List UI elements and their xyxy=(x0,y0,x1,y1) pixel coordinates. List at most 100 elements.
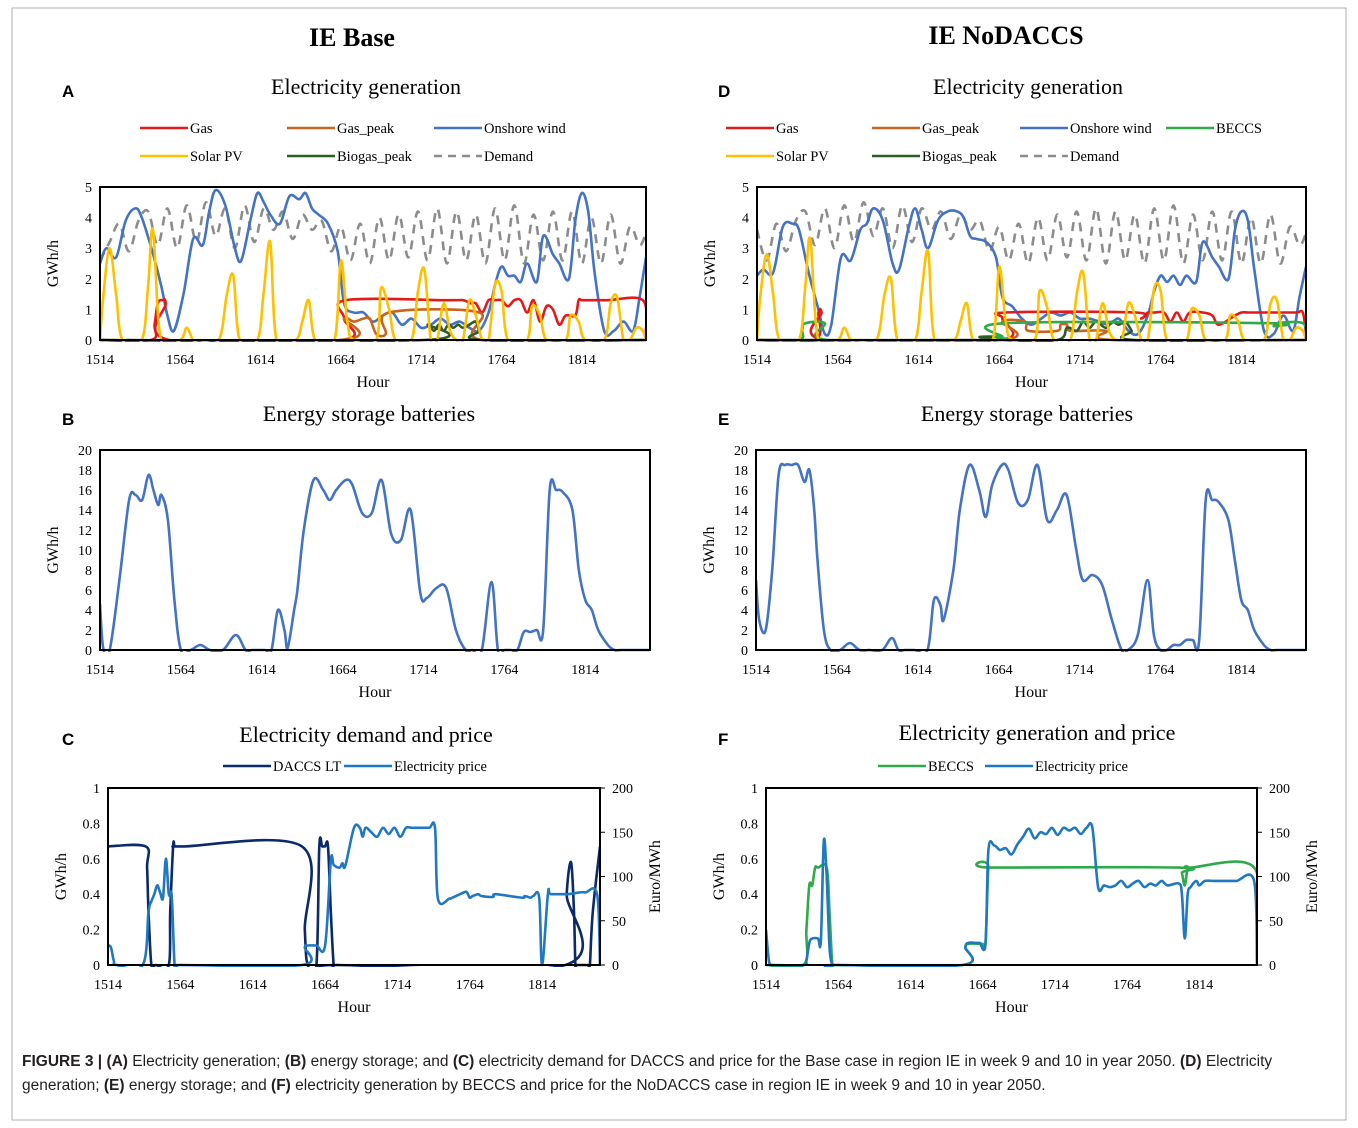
legend-label: Demand xyxy=(484,149,534,165)
left-column-title: IE Base xyxy=(309,23,395,52)
y-tick-label: 6 xyxy=(85,584,92,599)
series-biogas-line xyxy=(757,320,1306,342)
y2-axis-label: Euro/MWh xyxy=(1304,840,1321,913)
chart-title: Electricity generation xyxy=(933,74,1123,99)
plot-area-frame xyxy=(765,787,1258,966)
y-tick-label: 0.4 xyxy=(83,888,101,903)
x-tick-label: 1564 xyxy=(167,663,195,678)
y-tick-label: 16 xyxy=(734,484,748,499)
legend-label: Gas_peak xyxy=(922,121,980,137)
y2-tick-label: 200 xyxy=(1269,782,1290,797)
y-tick-label: 0 xyxy=(742,334,749,349)
x-axis-label: Hour xyxy=(1015,684,1049,701)
caption-part: energy storage; and xyxy=(124,1077,272,1094)
x-tick-label: 1514 xyxy=(86,663,114,678)
x-tick-label: 1514 xyxy=(743,353,771,368)
y-tick-label: 5 xyxy=(85,181,92,196)
x-tick-label: 1664 xyxy=(311,978,339,993)
x-tick-label: 1514 xyxy=(94,978,122,993)
panel-letter: A xyxy=(62,82,74,101)
y-tick-label: 3 xyxy=(85,242,92,257)
y-tick-label: 0 xyxy=(93,959,100,974)
y-tick-label: 4 xyxy=(85,212,92,227)
y-axis-label: GWh/h xyxy=(45,240,62,287)
x-tick-label: 1664 xyxy=(327,353,355,368)
series-wind-line xyxy=(756,462,1306,652)
y2-tick-label: 150 xyxy=(1269,826,1290,841)
chart-title: Energy storage batteries xyxy=(263,401,475,426)
y-tick-label: 2 xyxy=(85,624,92,639)
series-wind-line xyxy=(757,207,1306,339)
series-group xyxy=(757,200,1306,342)
x-axis-label: Hour xyxy=(1015,374,1049,391)
plot-area-frame xyxy=(99,449,651,651)
legend-label: Solar PV xyxy=(776,149,829,165)
caption-part: (F) xyxy=(271,1077,291,1094)
y-tick-label: 10 xyxy=(78,544,92,559)
y-tick-label: 1 xyxy=(93,782,100,797)
panel-letter: D xyxy=(718,82,730,101)
y2-tick-label: 100 xyxy=(1269,871,1290,886)
y2-tick-label: 100 xyxy=(612,871,633,886)
x-tick-label: 1564 xyxy=(166,978,194,993)
x-tick-label: 1714 xyxy=(407,353,435,368)
series-group xyxy=(100,188,646,342)
panel-letter: C xyxy=(62,730,74,749)
y-tick-label: 3 xyxy=(742,242,749,257)
x-tick-label: 1664 xyxy=(985,353,1013,368)
series-gas-line xyxy=(757,307,1306,342)
y-tick-label: 0.8 xyxy=(741,817,759,832)
x-axis-label: Hour xyxy=(357,374,391,391)
legend-label: BECCS xyxy=(928,759,974,775)
figure-frame xyxy=(11,7,1347,1121)
x-axis-label: Hour xyxy=(995,999,1029,1016)
legend-label: Onshore wind xyxy=(1070,121,1153,137)
x-tick-label: 1764 xyxy=(1147,353,1175,368)
y-tick-label: 1 xyxy=(742,303,749,318)
x-tick-label: 1764 xyxy=(487,353,515,368)
series-solar-line xyxy=(757,236,1306,342)
x-tick-label: 1614 xyxy=(904,663,932,678)
y-tick-label: 14 xyxy=(78,504,92,519)
chart-title: Electricity generation and price xyxy=(899,720,1176,745)
x-tick-label: 1714 xyxy=(383,978,411,993)
x-axis-label: Hour xyxy=(359,684,393,701)
y-tick-label: 4 xyxy=(742,212,749,227)
chart-panel-d: D Electricity generation 1514 1564 1614 1664 1… xyxy=(702,74,1307,391)
y-tick-label: 4 xyxy=(85,604,92,619)
y-tick-label: 12 xyxy=(734,524,748,539)
x-tick-label: 1564 xyxy=(824,353,852,368)
y-tick-label: 14 xyxy=(734,504,748,519)
y2-axis-label: Euro/MWh xyxy=(647,840,664,913)
plot-area-frame xyxy=(756,186,1307,341)
y-tick-label: 18 xyxy=(78,464,92,479)
y-tick-label: 16 xyxy=(78,484,92,499)
x-tick-label: 1614 xyxy=(248,663,276,678)
x-tick-label: 1714 xyxy=(1041,978,1069,993)
series-demand-line xyxy=(100,200,646,265)
x-tick-label: 1814 xyxy=(528,978,556,993)
series-wind-line xyxy=(100,473,650,652)
legend-label: DACCS LT xyxy=(273,759,342,775)
series-group xyxy=(108,821,600,967)
y-tick-label: 10 xyxy=(734,544,748,559)
y-tick-label: 18 xyxy=(734,464,748,479)
y-tick-label: 6 xyxy=(741,584,748,599)
y-tick-label: 5 xyxy=(742,181,749,196)
x-tick-label: 1764 xyxy=(490,663,518,678)
y-tick-label: 20 xyxy=(78,444,92,459)
series-demand-line xyxy=(757,200,1306,265)
y-axis-label: GWh/h xyxy=(45,526,62,573)
y-tick-label: 8 xyxy=(85,564,92,579)
series-group xyxy=(756,462,1306,652)
x-tick-label: 1714 xyxy=(410,663,438,678)
y-axis-label: GWh/h xyxy=(701,526,718,573)
series-price-line xyxy=(766,821,1257,967)
y-tick-label: 2 xyxy=(85,273,92,288)
x-tick-label: 1814 xyxy=(1227,663,1255,678)
x-tick-label: 1514 xyxy=(752,978,780,993)
x-axis-label: Hour xyxy=(338,999,372,1016)
y-tick-label: 0 xyxy=(741,644,748,659)
caption-part: electricity demand for DACCS and price f… xyxy=(474,1053,1180,1070)
